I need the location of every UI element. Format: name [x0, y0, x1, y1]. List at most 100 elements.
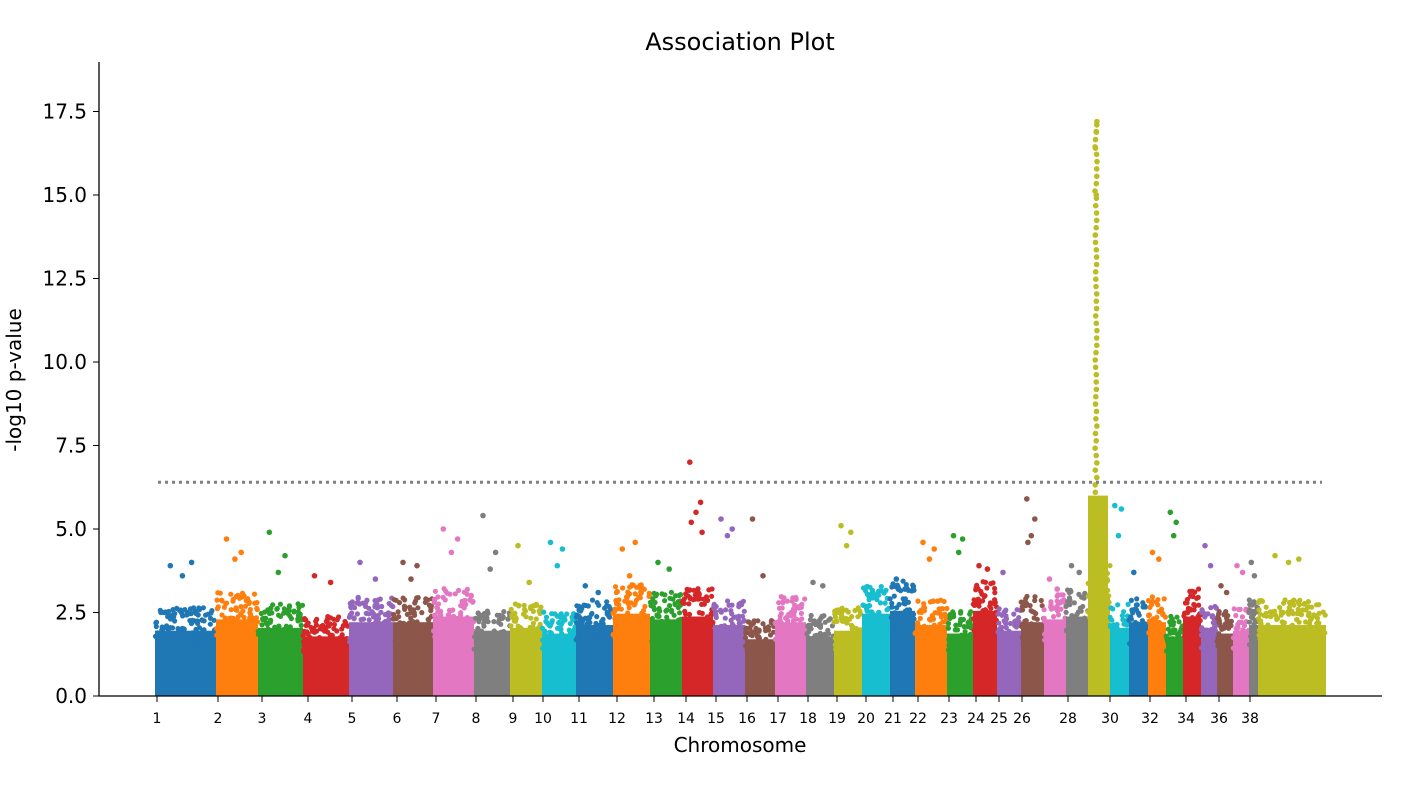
snp-point [1263, 604, 1269, 610]
snp-point [1248, 633, 1254, 639]
snp-peak-point [1094, 327, 1100, 334]
snp-point [711, 601, 717, 607]
snp-point [1001, 641, 1007, 648]
snp-point [391, 612, 397, 618]
snp-point [740, 598, 747, 605]
snp-point [960, 648, 966, 654]
snp-point [981, 593, 987, 600]
snp-point [1003, 625, 1009, 631]
snp-point [207, 621, 213, 627]
snp-point [360, 616, 367, 622]
snp-point [1286, 605, 1292, 611]
snp-peak-point [1092, 364, 1099, 371]
snp-point [225, 626, 231, 632]
chromosome-density-band [806, 636, 834, 696]
snp-point [543, 618, 549, 625]
chromosome-series [1214, 583, 1235, 696]
snp-point [1182, 633, 1188, 640]
snp-peak-point [1239, 569, 1246, 576]
snp-point [833, 646, 839, 652]
snp-peak-point [400, 559, 406, 566]
snp-point [1022, 618, 1028, 624]
snp-point [737, 620, 744, 626]
snp-point [280, 644, 286, 650]
snp-point [478, 628, 485, 634]
snp-point [1251, 637, 1257, 643]
snp-peak-point [1093, 291, 1100, 297]
snp-peak-point [167, 562, 174, 569]
snp-point [347, 600, 353, 607]
snp-peak-point [492, 549, 499, 556]
snp-point [326, 623, 332, 629]
snp-point [776, 605, 783, 611]
snp-point [935, 598, 941, 604]
snp-point [613, 618, 619, 624]
snp-peak-point [1000, 569, 1006, 576]
snp-point [178, 646, 184, 652]
snp-point [755, 618, 761, 624]
snp-point [655, 621, 661, 628]
snp-point [366, 637, 372, 643]
snp-point [225, 616, 231, 622]
snp-point [1016, 615, 1022, 621]
snp-point [498, 632, 504, 638]
chromosome-series [804, 579, 837, 696]
snp-point [475, 625, 481, 632]
snp-point [756, 635, 763, 641]
snp-point [1176, 619, 1182, 625]
snp-point [851, 635, 858, 641]
x-tick-label: 30 [1101, 711, 1119, 727]
snp-point [856, 644, 862, 651]
snp-point [215, 604, 221, 610]
snp-point [1175, 644, 1182, 650]
snp-point [593, 620, 599, 627]
snp-point [1291, 602, 1297, 608]
snp-peak-point [1093, 180, 1100, 187]
snp-point [1311, 642, 1317, 648]
snp-point [1008, 642, 1014, 649]
snp-peak-point [820, 583, 826, 589]
y-tick-label: 5.0 [55, 517, 87, 541]
snp-point [554, 625, 561, 631]
snp-point [737, 640, 743, 646]
snp-point [1066, 595, 1073, 601]
snp-point [1145, 598, 1152, 604]
snp-peak-point [1248, 559, 1255, 566]
snp-point [917, 615, 923, 622]
snp-point [322, 643, 328, 649]
snp-peak-point [515, 542, 521, 549]
snp-point [741, 608, 747, 614]
snp-peak-point [1170, 532, 1177, 539]
snp-point [444, 590, 450, 596]
snp-point [882, 600, 888, 606]
snp-point [1138, 639, 1144, 645]
snp-point [953, 622, 959, 628]
snp-point [906, 607, 913, 613]
snp-point [1220, 645, 1227, 651]
snp-point [983, 615, 989, 622]
snp-point [405, 626, 411, 633]
chromosome-series [573, 583, 616, 696]
snp-point [645, 624, 651, 630]
snp-point [209, 608, 215, 614]
snp-point [1133, 602, 1139, 608]
chromosome-density-band [650, 619, 682, 696]
snp-point [476, 619, 482, 625]
snp-point [1246, 597, 1252, 603]
snp-point [1051, 614, 1057, 620]
snp-point [431, 612, 438, 618]
snp-point [620, 614, 626, 620]
snp-peak-point [1092, 202, 1099, 209]
snp-point [805, 635, 812, 641]
snp-point [625, 589, 631, 595]
snp-peak-point [1093, 217, 1100, 224]
snp-point [1201, 641, 1208, 647]
x-tick-label: 11 [570, 711, 588, 727]
chromosome-series [1163, 509, 1186, 696]
snp-point [1155, 602, 1161, 608]
snp-point [659, 591, 665, 597]
chromosome-series-peak [1088, 118, 1108, 696]
snp-peak-point [697, 499, 704, 506]
snp-point [1163, 633, 1169, 639]
